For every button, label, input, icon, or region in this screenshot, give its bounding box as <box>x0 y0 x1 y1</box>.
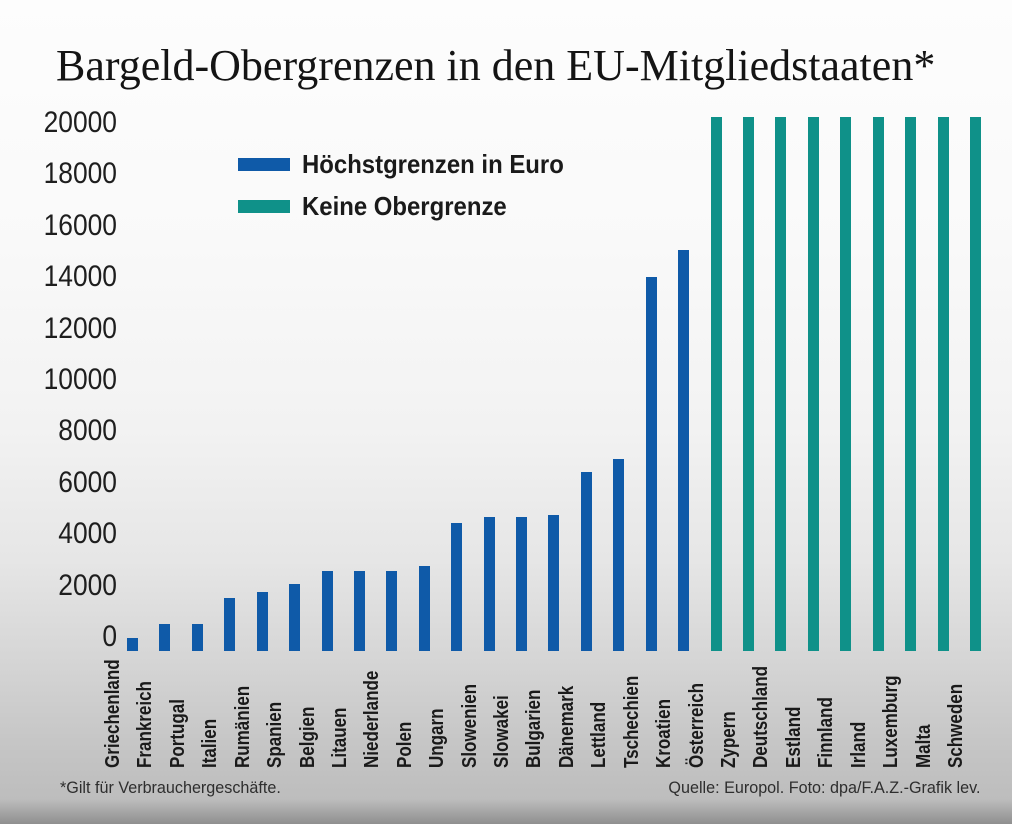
x-tick-label-griechenland: Griechenland <box>101 659 124 768</box>
x-tick-label-irland: Irland <box>847 721 870 768</box>
y-tick-label: 10000 <box>43 363 118 396</box>
y-tick-label: 2000 <box>58 568 117 602</box>
bar-italien <box>224 598 235 651</box>
x-tick-label-schweden: Schweden <box>944 683 967 768</box>
bar-portugal <box>192 624 203 651</box>
bar-finnland <box>840 117 851 651</box>
x-tick-label-slowenien: Slowenien <box>458 683 481 768</box>
chart-title: Bargeld-Obergrenzen in den EU-Mitgliedst… <box>56 41 936 90</box>
x-tick-label-portugal: Portugal <box>166 699 189 768</box>
x-tick-label-österreich: Österreich <box>685 682 708 768</box>
x-tick-label-lettland: Lettland <box>587 701 610 768</box>
bar-luxemburg <box>905 117 916 651</box>
y-tick-label: 14000 <box>43 260 118 294</box>
y-tick-label: 6000 <box>58 465 117 499</box>
bar-estland <box>808 117 819 651</box>
x-tick-label-polen: Polen <box>393 721 416 768</box>
x-tick-label-slowakei: Slowakei <box>490 695 513 768</box>
legend-swatch-teal-icon <box>238 200 290 213</box>
bar-polen <box>419 566 430 651</box>
x-tick-label-spanien: Spanien <box>263 701 286 768</box>
x-tick-label-frankreich: Frankreich <box>133 681 156 768</box>
bar-belgien <box>322 571 333 651</box>
bar-irland <box>873 117 884 651</box>
x-tick-label-belgien: Belgien <box>296 706 319 768</box>
bar-lettland <box>613 459 624 651</box>
y-tick-label: 4000 <box>58 517 117 551</box>
x-tick-label-bulgarien: Bulgarien <box>522 689 545 768</box>
x-tick-label-niederlande: Niederlande <box>360 670 383 768</box>
bar-niederlande <box>386 571 397 651</box>
x-tick-label-zypern: Zypern <box>717 711 740 768</box>
y-tick-label: 18000 <box>43 157 118 191</box>
bar-zypern <box>743 117 754 651</box>
x-tick-label-luxemburg: Luxemburg <box>879 675 902 768</box>
bar-kroatien <box>678 250 689 651</box>
bar-slowakei <box>516 517 527 651</box>
y-tick-label: 12000 <box>43 311 118 345</box>
x-tick-label-estland: Estland <box>782 706 805 768</box>
x-tick-label-rumänien: Rumänien <box>231 685 254 768</box>
bar-bulgarien <box>548 515 559 651</box>
footnote: *Gilt für Verbrauchergeschäfte. <box>60 778 281 797</box>
bar-tschechien <box>646 277 657 651</box>
x-tick-label-kroatien: Kroatien <box>652 699 675 768</box>
bar-deutschland <box>775 117 786 651</box>
bar-dänemark <box>581 472 592 651</box>
bar-litauen <box>354 571 365 651</box>
y-tick-label: 20000 <box>43 106 118 139</box>
legend-swatch-blue-icon <box>238 158 290 171</box>
x-tick-label-deutschland: Deutschland <box>749 665 772 768</box>
x-tick-label-malta: Malta <box>912 724 935 768</box>
bar-griechenland <box>127 638 138 651</box>
x-tick-label-litauen: Litauen <box>328 707 351 768</box>
bar-österreich <box>711 117 722 651</box>
x-tick-label-finnland: Finnland <box>814 697 837 768</box>
bar-slowenien <box>484 517 495 651</box>
bar-spanien <box>289 584 300 651</box>
source-credit: Quelle: Europol. Foto: dpa/F.A.Z.-Grafik… <box>667 778 980 797</box>
legend-label-limit: Höchstgrenzen in Euro <box>302 149 564 179</box>
bar-rumänien <box>257 592 268 651</box>
y-tick-label: 16000 <box>43 208 118 242</box>
x-tick-label-dänemark: Dänemark <box>555 685 578 768</box>
bar-schweden <box>970 117 981 651</box>
bar-ungarn <box>451 523 462 651</box>
bar-frankreich <box>159 624 170 651</box>
x-tick-label-ungarn: Ungarn <box>425 708 448 769</box>
x-tick-label-italien: Italien <box>198 718 221 768</box>
x-tick-label-tschechien: Tschechien <box>620 675 643 768</box>
legend-label-nolimit: Keine Obergrenze <box>302 191 507 221</box>
y-tick-label: 0 <box>102 620 117 653</box>
y-tick-label: 8000 <box>58 414 117 448</box>
bar-malta <box>938 117 949 651</box>
